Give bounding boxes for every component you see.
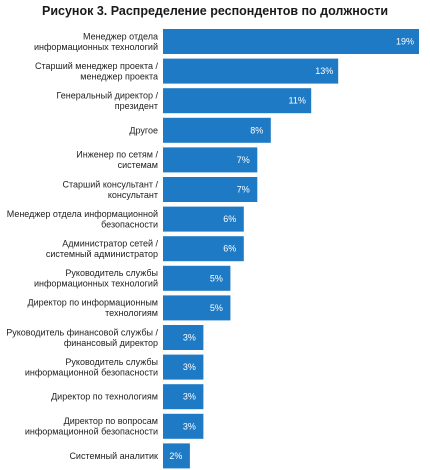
category-label-14: Системный аналитик <box>69 451 158 461</box>
value-label-12: 3% <box>183 392 196 402</box>
bar-7 <box>163 236 244 262</box>
value-label-13: 3% <box>183 421 196 431</box>
bar-3 <box>163 117 271 143</box>
value-label-3: 8% <box>250 125 263 135</box>
value-label-0: 19% <box>396 37 414 47</box>
value-label-7: 6% <box>223 244 236 254</box>
value-label-4: 7% <box>237 155 250 165</box>
bar-12 <box>163 384 204 410</box>
value-label-5: 7% <box>237 185 250 195</box>
category-label-1: Старший менеджер проекта / менеджер проек… <box>35 61 159 82</box>
bar-0 <box>163 29 419 54</box>
bar-1 <box>163 58 339 84</box>
category-label-11: Руководитель службы информационной безопа… <box>25 357 158 378</box>
value-label-8: 5% <box>210 273 223 283</box>
category-label-10: Руководитель финансовой службы / финансов… <box>6 327 158 348</box>
bar-10 <box>163 325 204 350</box>
value-label-11: 3% <box>183 362 196 372</box>
category-label-5: Старший консультант / консультант <box>63 179 159 200</box>
bar-6 <box>163 206 244 232</box>
bar-9 <box>163 295 231 321</box>
value-label-14: 2% <box>169 451 182 461</box>
category-label-2: Генеральный директор / президент <box>56 91 158 112</box>
chart-title: Рисунок 3. Распределение респондентов по… <box>41 4 389 18</box>
category-label-6: Менеджер отдела информационной безопаснос… <box>7 209 158 230</box>
value-label-1: 13% <box>315 66 333 76</box>
bar-4 <box>163 147 258 173</box>
category-label-12: Директор по технологиям <box>51 392 158 402</box>
category-label-9: Директор по информационным технологиям <box>28 298 158 319</box>
bar-2 <box>163 88 312 114</box>
bar-11 <box>163 354 204 380</box>
bar-13 <box>163 413 204 439</box>
value-label-2: 11% <box>289 96 306 106</box>
category-label-4: Инженер по сетям / системам <box>76 150 158 171</box>
category-label-7: Администратор сетей / системный администр… <box>46 239 159 260</box>
bar-8 <box>163 265 231 291</box>
category-label-13: Директор по вопросам информационной безоп… <box>25 416 158 437</box>
category-label-8: Руководитель службы информационных технол… <box>34 268 158 289</box>
category-label-0: Менеджер отдела информационных технологий <box>34 31 158 52</box>
value-label-6: 6% <box>223 214 236 224</box>
category-label-3: Другое <box>129 125 158 135</box>
bar-5 <box>163 177 258 202</box>
value-label-10: 3% <box>183 333 196 343</box>
value-label-9: 5% <box>210 303 223 313</box>
bar-14 <box>163 443 190 469</box>
